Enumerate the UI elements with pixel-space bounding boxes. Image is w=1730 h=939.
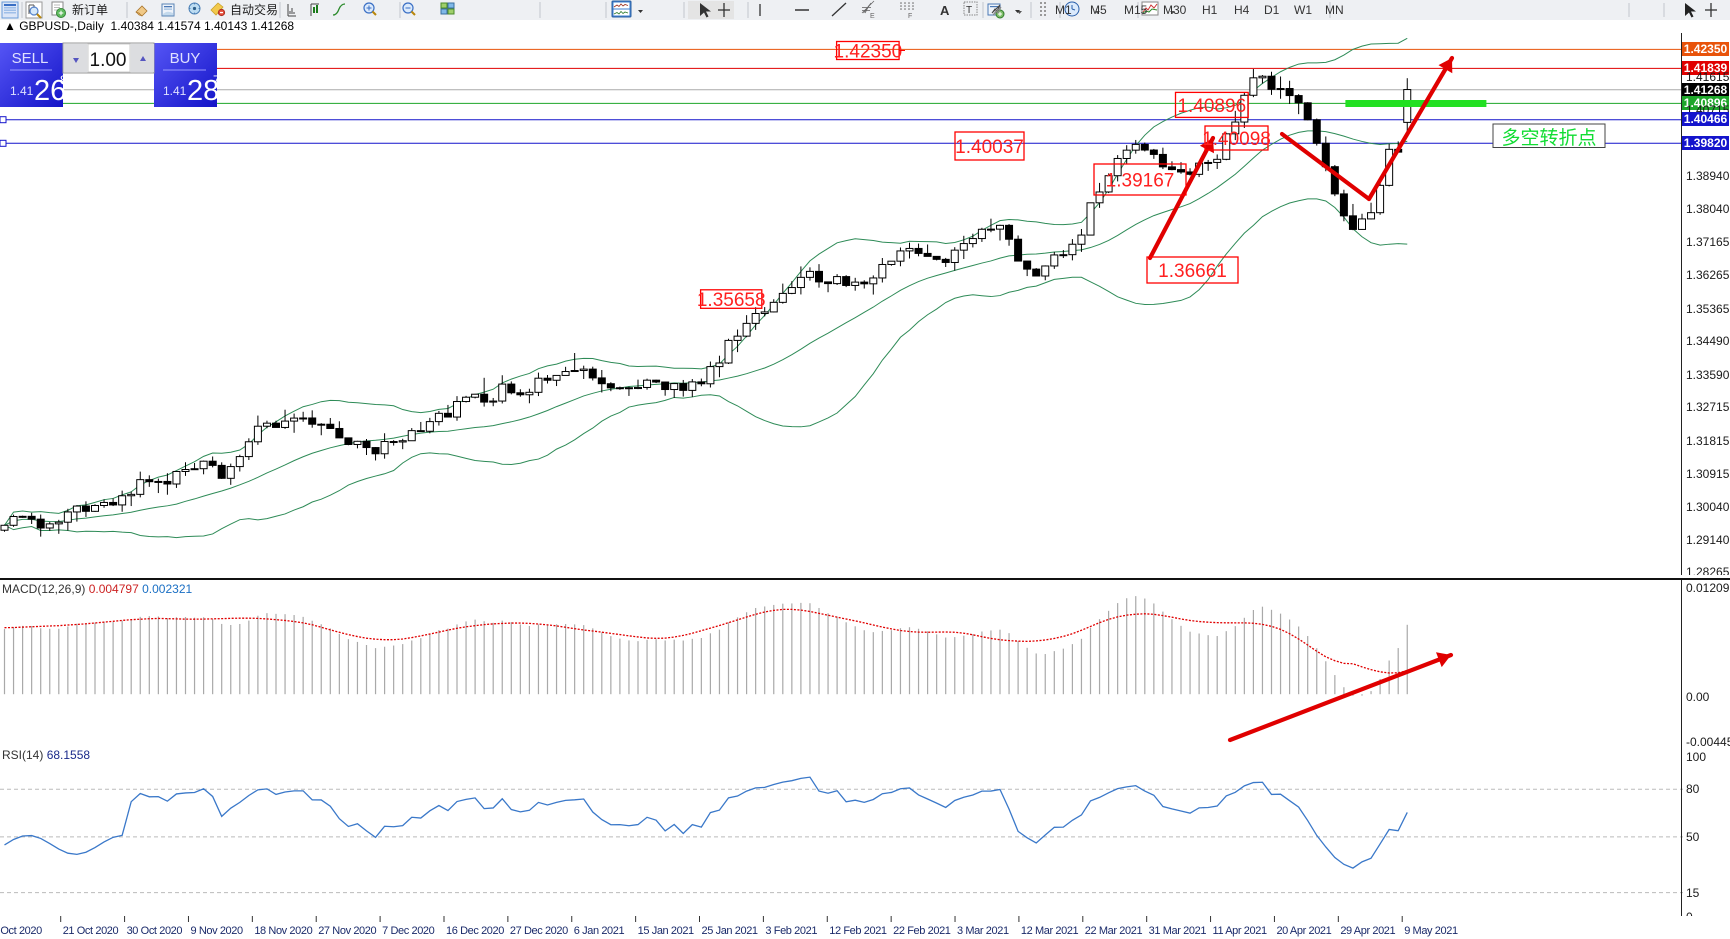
svg-text:8: 8 (60, 73, 67, 87)
svg-text:12 Mar 2021: 12 Mar 2021 (1021, 925, 1079, 937)
svg-text:7 Dec 2020: 7 Dec 2020 (382, 925, 435, 937)
svg-text:22 Feb 2021: 22 Feb 2021 (893, 925, 951, 937)
svg-text:SELL: SELL (12, 50, 49, 67)
svg-text:9 May 2021: 9 May 2021 (1404, 925, 1458, 937)
svg-text:12 Feb 2021: 12 Feb 2021 (829, 925, 887, 937)
svg-text:2 Oct 2020: 2 Oct 2020 (0, 925, 42, 937)
svg-text:1.35658: 1.35658 (697, 290, 766, 311)
svg-text:1.00: 1.00 (90, 50, 127, 71)
svg-text:1.42350: 1.42350 (834, 42, 903, 63)
svg-text:18 Nov 2020: 18 Nov 2020 (254, 925, 312, 937)
svg-text:30 Oct 2020: 30 Oct 2020 (127, 925, 183, 937)
svg-text:7: 7 (213, 73, 220, 87)
svg-text:3 Mar 2021: 3 Mar 2021 (957, 925, 1009, 937)
svg-text:29 Apr 2021: 29 Apr 2021 (1340, 925, 1395, 937)
svg-text:1.41: 1.41 (10, 84, 34, 98)
svg-text:15 Jan 2021: 15 Jan 2021 (638, 925, 694, 937)
svg-text:9 Nov 2020: 9 Nov 2020 (190, 925, 243, 937)
svg-text:1.40037: 1.40037 (955, 137, 1024, 158)
svg-text:E: E (870, 13, 875, 20)
svg-text:1.40896: 1.40896 (1177, 96, 1246, 117)
svg-text:3 Feb 2021: 3 Feb 2021 (765, 925, 817, 937)
svg-text:11 Apr 2021: 11 Apr 2021 (1213, 925, 1267, 937)
svg-text:20 Apr 2021: 20 Apr 2021 (1276, 925, 1331, 937)
svg-text:21 Oct 2020: 21 Oct 2020 (63, 925, 119, 937)
svg-text:25 Jan 2021: 25 Jan 2021 (702, 925, 758, 937)
svg-text:6 Jan 2021: 6 Jan 2021 (574, 925, 625, 937)
svg-text:1.39167: 1.39167 (1106, 171, 1175, 192)
svg-text:自动交易: 自动交易 (230, 2, 278, 17)
svg-text:1.36661: 1.36661 (1158, 261, 1227, 282)
svg-text:1.40098: 1.40098 (1202, 129, 1271, 150)
svg-text:27 Dec 2020: 27 Dec 2020 (510, 925, 568, 937)
svg-text:多空转折点: 多空转折点 (1501, 127, 1596, 149)
svg-text:BUY: BUY (170, 50, 201, 67)
svg-text:新订单: 新订单 (72, 2, 108, 17)
svg-text:16 Dec 2020: 16 Dec 2020 (446, 925, 504, 937)
svg-text:A: A (940, 3, 950, 18)
svg-text:T: T (966, 5, 972, 16)
svg-text:31 Mar 2021: 31 Mar 2021 (1149, 925, 1207, 937)
svg-text:22 Mar 2021: 22 Mar 2021 (1085, 925, 1143, 937)
svg-text:27 Nov 2020: 27 Nov 2020 (318, 925, 376, 937)
svg-text:1.41: 1.41 (163, 84, 187, 98)
svg-text:F: F (908, 13, 912, 20)
